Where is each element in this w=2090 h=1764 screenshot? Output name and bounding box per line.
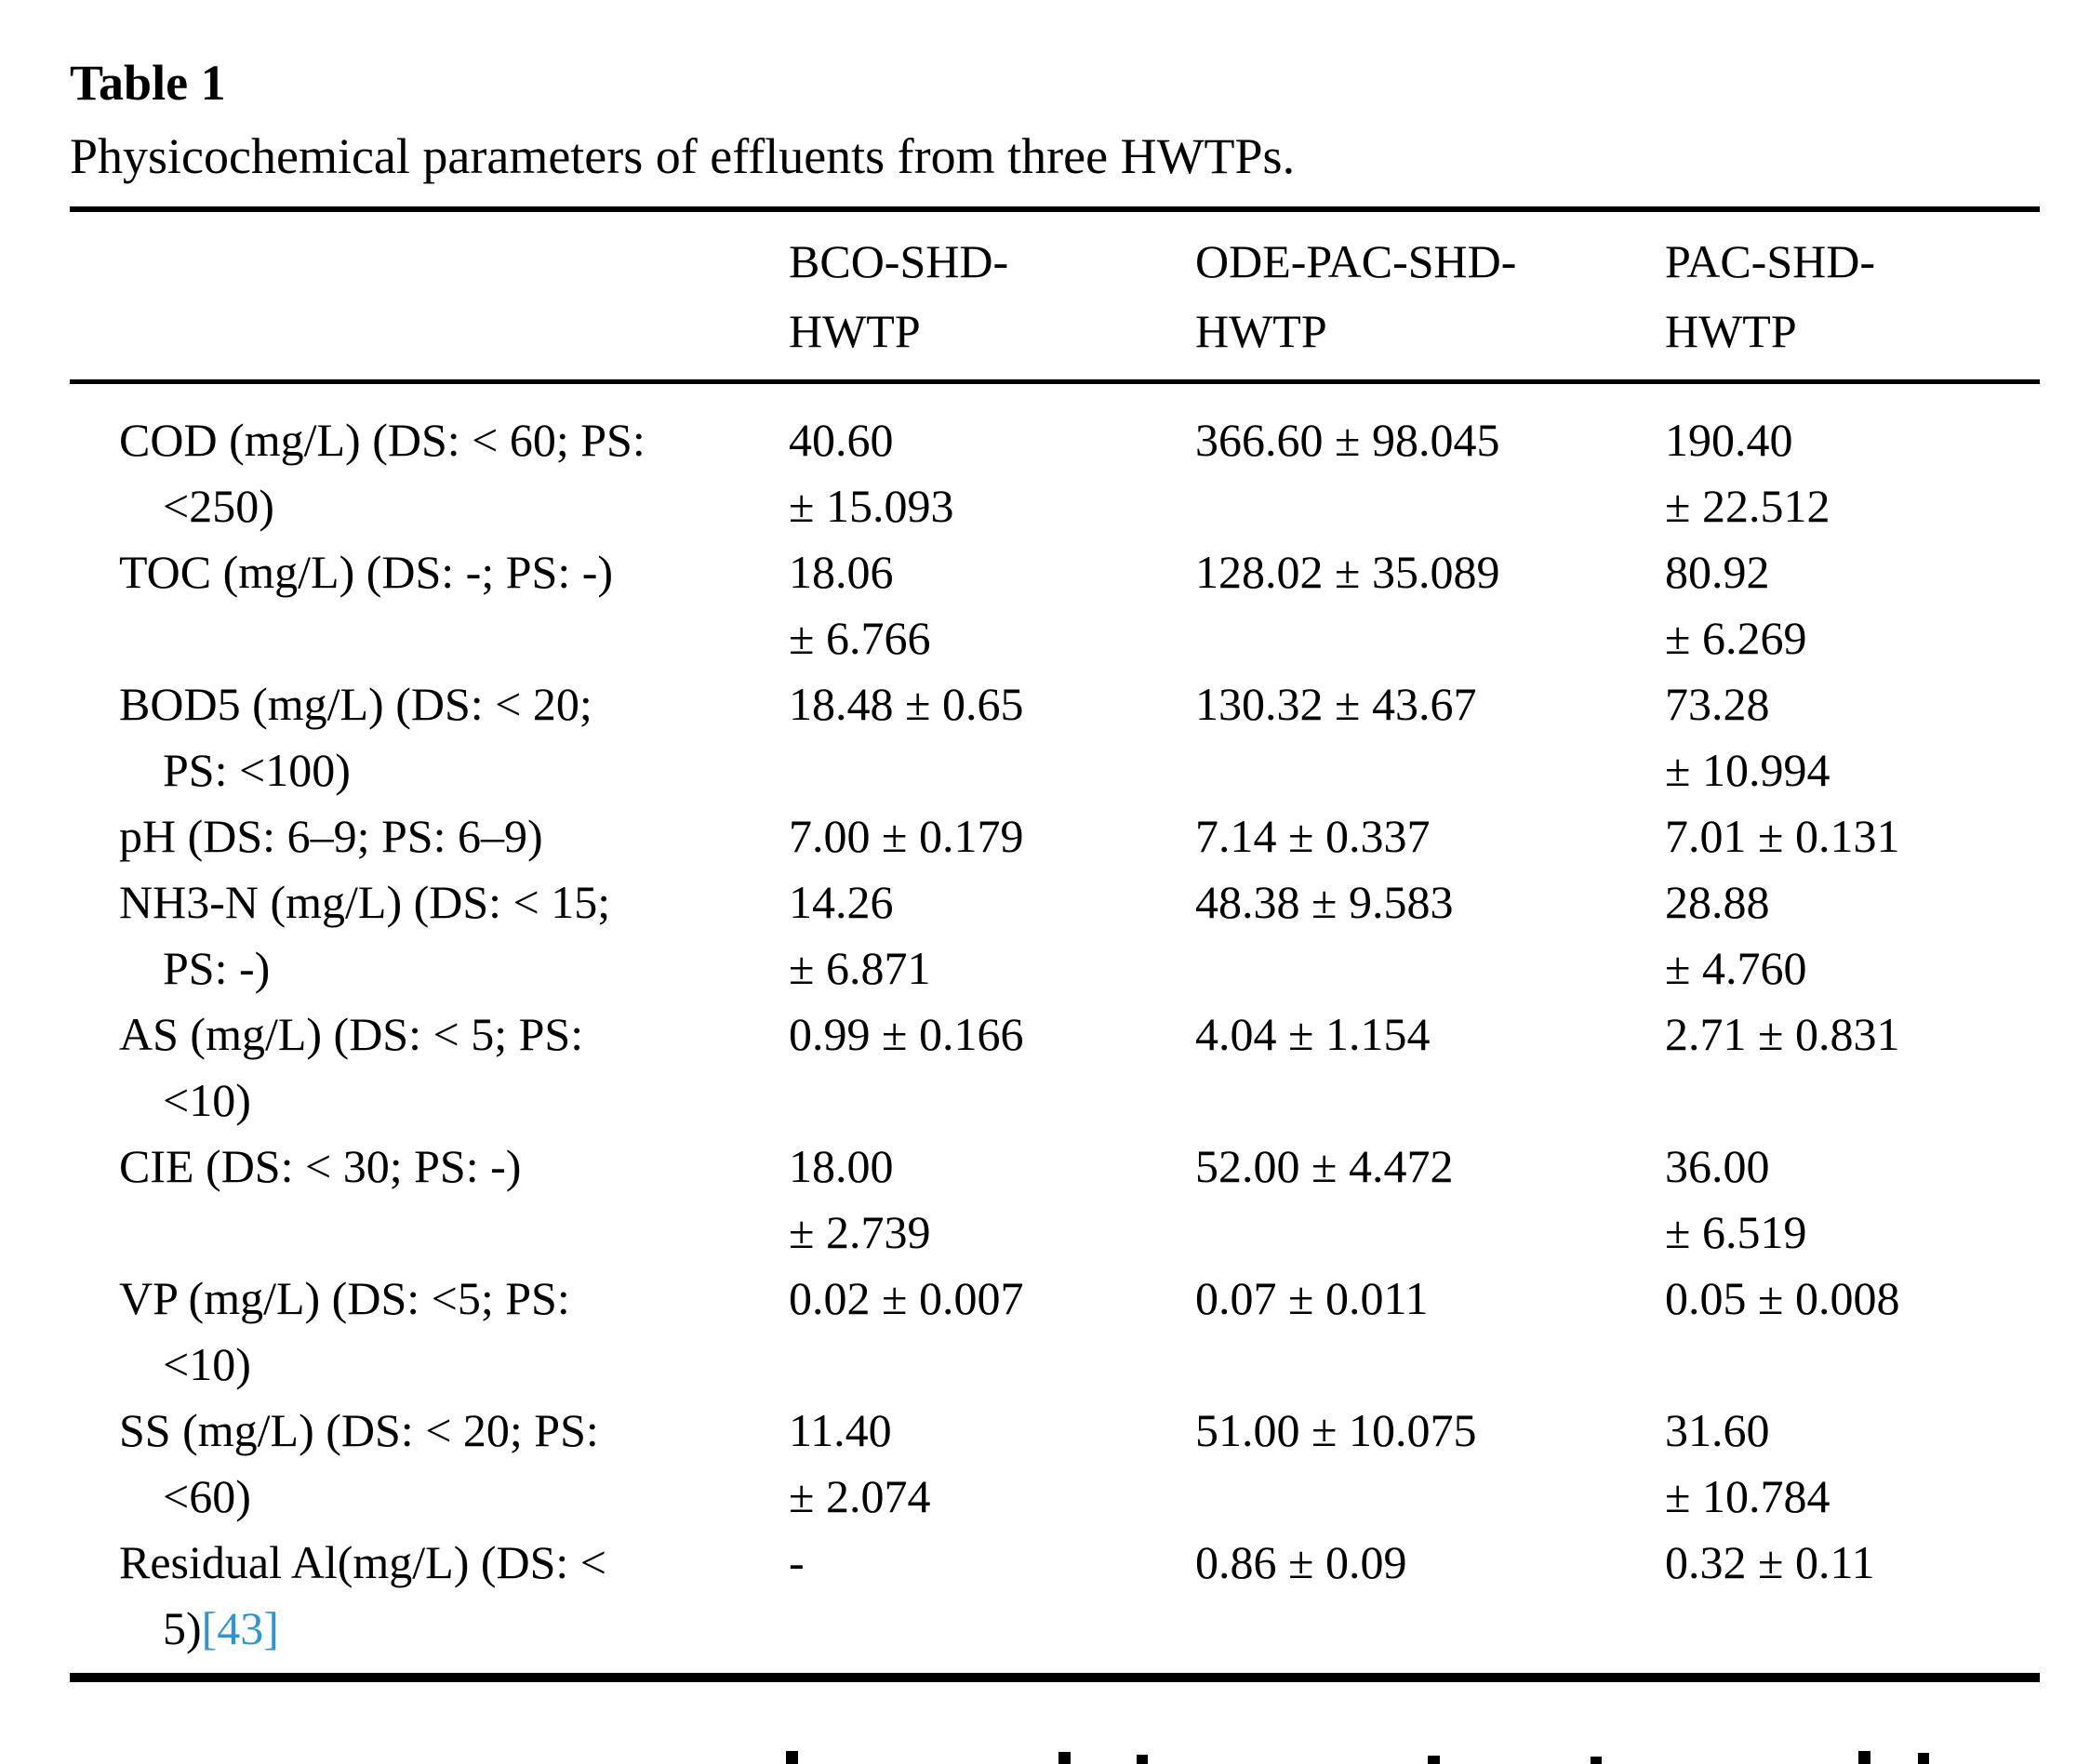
cell-value-ode: 52.00 ± 4.472 — [1195, 1140, 1454, 1192]
row-label: NH3-N (mg/L) (DS: < 15; PS: -) — [70, 869, 789, 1001]
table-row: AS (mg/L) (DS: < 5; PS: <10) 0.99 ± 0.16… — [70, 1001, 2040, 1134]
row-label-text: CIE (DS: < 30; PS: -) — [119, 1140, 522, 1192]
cell-value-ode: 51.00 ± 10.075 — [1195, 1404, 1477, 1456]
text-fragment — [1918, 1753, 1929, 1764]
table-row: Residual Al(mg/L) (DS: < 5)[43] - 0.86 ±… — [70, 1530, 2040, 1662]
text-fragment — [786, 1751, 798, 1764]
cell-value-ode: 7.14 ± 0.337 — [1195, 810, 1431, 862]
table-bottom-rule — [70, 1673, 2040, 1682]
row-label: VP (mg/L) (DS: <5; PS: <10) — [70, 1266, 789, 1398]
cell-value-bco: 40.60 ± 15.093 — [789, 414, 954, 532]
cell-value-pac: 31.60 ± 10.784 — [1665, 1404, 1830, 1522]
table-row: TOC (mg/L) (DS: -; PS: -) 18.06 ± 6.766 … — [70, 539, 2040, 671]
table-row: CIE (DS: < 30; PS: -) 18.00 ± 2.739 52.0… — [70, 1134, 2040, 1266]
row-label-text: SS (mg/L) (DS: < 20; PS: <60) — [119, 1404, 599, 1522]
row-label-text: VP (mg/L) (DS: <5; PS: <10) — [119, 1272, 570, 1390]
text-fragment — [1137, 1755, 1148, 1764]
cell-value-pac: 190.40 ± 22.512 — [1665, 414, 1830, 532]
row-label-text: pH (DS: 6–9; PS: 6–9) — [119, 810, 543, 862]
table-row: NH3-N (mg/L) (DS: < 15; PS: -) 14.26 ± 6… — [70, 869, 2040, 1001]
table-row: BOD5 (mg/L) (DS: < 20; PS: <100) 18.48 ±… — [70, 671, 2040, 803]
table-header-row: BCO-SHD- HWTP ODE-PAC-SHD- HWTP PAC-SHD-… — [70, 212, 2040, 379]
table-title: Table 1 — [70, 55, 226, 111]
text-fragment — [1591, 1757, 1602, 1764]
cell-value-bco: 11.40 ± 2.074 — [789, 1404, 931, 1522]
column-header-bco-shd-hwtp: BCO-SHD- HWTP — [789, 235, 1009, 357]
cell-value-ode: 4.04 ± 1.154 — [1195, 1008, 1431, 1060]
cell-value-pac: 36.00 ± 6.519 — [1665, 1140, 1807, 1258]
clipped-footnote — [0, 1731, 2090, 1764]
row-label-text: COD (mg/L) (DS: < 60; PS: <250) — [119, 414, 646, 532]
cell-value-ode: 128.02 ± 35.089 — [1195, 546, 1500, 598]
row-label: CIE (DS: < 30; PS: -) — [70, 1134, 789, 1200]
cell-value-bco: - — [789, 1536, 805, 1588]
cell-value-pac: 73.28 ± 10.994 — [1665, 678, 1830, 796]
cell-value-pac: 7.01 ± 0.131 — [1665, 810, 1900, 862]
row-label: Residual Al(mg/L) (DS: < 5)[43] — [70, 1530, 789, 1662]
cell-value-bco: 18.48 ± 0.65 — [789, 678, 1024, 730]
cell-value-ode: 0.07 ± 0.011 — [1195, 1272, 1429, 1324]
cell-value-ode: 0.86 ± 0.09 — [1195, 1536, 1407, 1588]
cell-value-ode: 48.38 ± 9.583 — [1195, 876, 1454, 928]
cell-value-pac: 28.88 ± 4.760 — [1665, 876, 1807, 994]
column-header-pac-shd-hwtp: PAC-SHD- HWTP — [1665, 235, 1876, 357]
text-fragment — [1858, 1751, 1870, 1764]
row-label: pH (DS: 6–9; PS: 6–9) — [70, 803, 789, 869]
cell-value-pac: 80.92 ± 6.269 — [1665, 546, 1807, 664]
row-label-text: BOD5 (mg/L) (DS: < 20; PS: <100) — [119, 678, 592, 796]
row-label: BOD5 (mg/L) (DS: < 20; PS: <100) — [70, 671, 789, 803]
cell-value-bco: 18.00 ± 2.739 — [789, 1140, 931, 1258]
table-row: VP (mg/L) (DS: <5; PS: <10) 0.02 ± 0.007… — [70, 1266, 2040, 1398]
text-fragment — [1058, 1752, 1071, 1764]
cell-value-pac: 0.05 ± 0.008 — [1665, 1272, 1900, 1324]
row-label: SS (mg/L) (DS: < 20; PS: <60) — [70, 1398, 789, 1530]
cell-value-ode: 366.60 ± 98.045 — [1195, 414, 1500, 466]
cell-value-bco: 7.00 ± 0.179 — [789, 810, 1024, 862]
text-fragment — [1428, 1756, 1440, 1764]
table-row: COD (mg/L) (DS: < 60; PS: <250) 40.60 ± … — [70, 407, 2040, 539]
table-row: SS (mg/L) (DS: < 20; PS: <60) 11.40 ± 2.… — [70, 1398, 2040, 1530]
row-label: TOC (mg/L) (DS: -; PS: -) — [70, 539, 789, 605]
row-label: COD (mg/L) (DS: < 60; PS: <250) — [70, 407, 789, 539]
table-caption: Physicochemical parameters of effluents … — [70, 128, 1296, 184]
cell-value-ode: 130.32 ± 43.67 — [1195, 678, 1477, 730]
table-header-rule — [70, 379, 2040, 384]
row-label-text: Residual Al(mg/L) (DS: < 5) — [119, 1536, 606, 1654]
row-label-text: AS (mg/L) (DS: < 5; PS: <10) — [119, 1008, 584, 1126]
row-label: AS (mg/L) (DS: < 5; PS: <10) — [70, 1001, 789, 1134]
cell-value-bco: 0.99 ± 0.166 — [789, 1008, 1024, 1060]
column-header-ode-pac-shd-hwtp: ODE-PAC-SHD- HWTP — [1195, 235, 1517, 357]
citation-link[interactable]: [43] — [201, 1602, 279, 1654]
table-top-rule — [70, 206, 2040, 212]
row-label-text: TOC (mg/L) (DS: -; PS: -) — [119, 546, 614, 598]
cell-value-pac: 0.32 ± 0.11 — [1665, 1536, 1875, 1588]
table-row: pH (DS: 6–9; PS: 6–9) 7.00 ± 0.179 7.14 … — [70, 803, 2040, 869]
paper-table-page: Table 1 Physicochemical parameters of ef… — [0, 54, 2090, 1764]
cell-value-bco: 0.02 ± 0.007 — [789, 1272, 1024, 1324]
cell-value-bco: 14.26 ± 6.871 — [789, 876, 931, 994]
table-body: COD (mg/L) (DS: < 60; PS: <250) 40.60 ± … — [70, 384, 2040, 1662]
row-label-text: NH3-N (mg/L) (DS: < 15; PS: -) — [119, 876, 611, 994]
column-header-parameter — [70, 227, 789, 366]
cell-value-pac: 2.71 ± 0.831 — [1665, 1008, 1900, 1060]
cell-value-bco: 18.06 ± 6.766 — [789, 546, 931, 664]
